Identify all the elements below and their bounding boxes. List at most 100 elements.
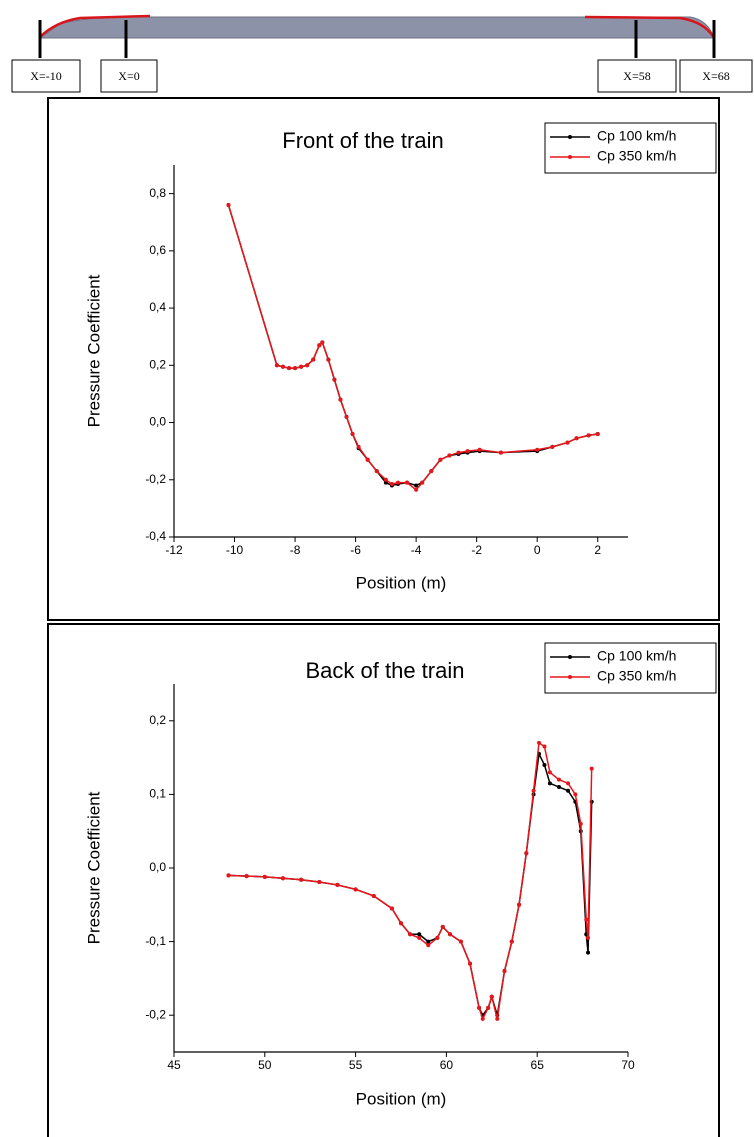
x-tick-label: 55 xyxy=(349,1058,363,1072)
point xyxy=(573,792,578,797)
legend-label: Cp 350 km/h xyxy=(597,668,676,684)
x-tick-label: -8 xyxy=(290,543,301,557)
point xyxy=(374,469,379,474)
point xyxy=(547,781,552,786)
point xyxy=(547,770,552,775)
y-tick-label: -0,4 xyxy=(145,529,166,543)
point xyxy=(574,436,579,441)
y-axis-label: Pressure Coefficient xyxy=(84,274,103,427)
y-tick-label: 0,2 xyxy=(149,357,166,371)
point xyxy=(468,961,473,966)
point xyxy=(456,450,461,455)
series-line xyxy=(228,751,593,1017)
point xyxy=(550,444,555,449)
position-label: X=0 xyxy=(118,69,139,83)
point xyxy=(517,902,522,907)
point xyxy=(429,469,434,474)
series-line xyxy=(228,741,593,1021)
point xyxy=(344,414,349,419)
x-axis-label: Position (m) xyxy=(356,573,447,592)
x-tick-label: -10 xyxy=(226,543,244,557)
point xyxy=(299,364,304,369)
point xyxy=(495,1016,500,1021)
point xyxy=(447,453,452,458)
label-box xyxy=(597,59,677,93)
point xyxy=(477,447,482,452)
position-label: X=68 xyxy=(702,69,729,83)
point xyxy=(524,851,529,856)
x-tick-label: -6 xyxy=(350,543,361,557)
x-tick-label: -12 xyxy=(165,543,183,557)
point xyxy=(509,939,514,944)
train-diagram: X=-10 X=0 X=58 X=68 xyxy=(11,14,753,93)
series-line xyxy=(227,204,598,491)
point xyxy=(426,943,431,948)
point xyxy=(338,397,343,402)
legend-label: Cp 350 km/h xyxy=(597,148,676,164)
label-box xyxy=(679,59,753,93)
point xyxy=(317,343,322,348)
x-tick-label: 70 xyxy=(621,1058,635,1072)
point xyxy=(595,431,600,436)
y-tick-label: 0,8 xyxy=(149,186,166,200)
chart-frame xyxy=(47,97,720,621)
point xyxy=(465,449,470,454)
x-tick-label: -4 xyxy=(411,543,422,557)
x-tick-label: 60 xyxy=(440,1058,454,1072)
y-tick-label: 0,0 xyxy=(149,860,166,874)
point xyxy=(244,874,249,879)
point xyxy=(226,203,231,208)
y-tick-label: 0,4 xyxy=(149,300,166,314)
point xyxy=(383,477,388,482)
legend-swatch-dot xyxy=(568,675,572,679)
point xyxy=(556,785,561,790)
legend-swatch-dot xyxy=(568,155,572,159)
point xyxy=(435,935,440,940)
point xyxy=(417,932,422,937)
point xyxy=(502,969,507,974)
chart-title: Back of the train xyxy=(306,658,465,683)
point xyxy=(408,932,413,937)
point xyxy=(332,377,337,382)
point xyxy=(389,906,394,911)
legend-swatch-dot xyxy=(568,135,572,139)
point xyxy=(586,433,591,438)
point xyxy=(458,939,463,944)
legend-swatch-dot xyxy=(568,655,572,659)
point xyxy=(426,939,431,944)
point xyxy=(395,480,400,485)
legend-box xyxy=(544,122,717,174)
point xyxy=(389,482,394,487)
y-axis-label: Pressure Coefficient xyxy=(84,791,103,944)
point xyxy=(274,363,279,368)
position-label: X=58 xyxy=(623,69,650,83)
point xyxy=(414,483,419,488)
point xyxy=(535,447,540,452)
point xyxy=(556,777,561,782)
x-tick-label: 65 xyxy=(531,1058,545,1072)
point xyxy=(420,480,425,485)
point xyxy=(311,357,316,362)
point xyxy=(537,740,542,745)
point xyxy=(531,788,536,793)
point xyxy=(262,874,267,879)
x-tick-label: 2 xyxy=(594,543,601,557)
point xyxy=(586,935,591,940)
point xyxy=(477,1005,482,1010)
x-tick-label: 0 xyxy=(534,543,541,557)
point xyxy=(371,893,376,898)
point xyxy=(584,917,589,922)
point xyxy=(486,1005,491,1010)
point xyxy=(489,994,494,999)
point xyxy=(226,873,231,878)
point xyxy=(299,877,304,882)
legend-label: Cp 100 km/h xyxy=(597,128,676,144)
y-tick-label: 0,1 xyxy=(149,787,166,801)
y-tick-label: 0,0 xyxy=(149,415,166,429)
chart-title: Front of the train xyxy=(282,128,443,153)
point xyxy=(353,887,358,892)
position-label: X=-10 xyxy=(30,69,61,83)
point xyxy=(542,744,547,749)
label-box xyxy=(100,59,158,93)
